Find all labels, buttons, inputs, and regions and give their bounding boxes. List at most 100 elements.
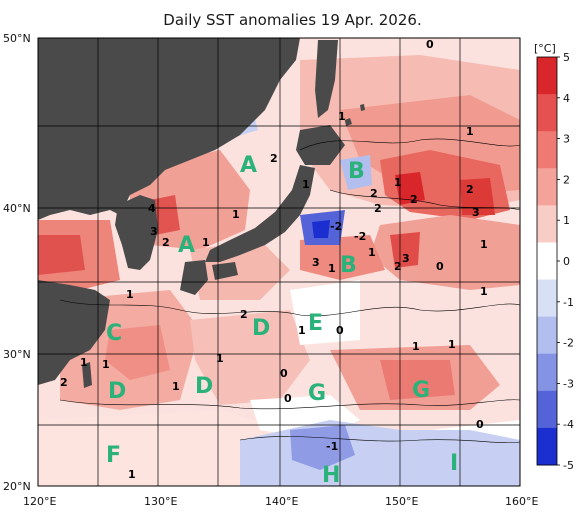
anomaly-label: 2 (394, 260, 402, 273)
colorbar-swatch (537, 168, 557, 206)
region-label-a-north: A (240, 153, 257, 178)
anomaly-label: 1 (466, 125, 474, 138)
anomaly-label: 2 (374, 202, 382, 215)
lon-label-140: 140°E (265, 495, 298, 508)
anomaly-label: 1 (448, 338, 456, 351)
lat-label-50: 50°N (3, 32, 31, 45)
colorbar-tick-label: 4 (563, 92, 570, 105)
anomaly-label: 1 (480, 285, 488, 298)
lon-label-130: 130°E (144, 495, 177, 508)
anomaly-label: 1 (394, 176, 402, 189)
colorbar-tick-label: -3 (563, 377, 574, 390)
region-label-f: F (106, 443, 121, 468)
region-label-b-south: B (340, 253, 357, 278)
anomaly-label: 1 (298, 324, 306, 337)
colorbar-swatch (537, 205, 557, 243)
region-label-i: I (450, 451, 458, 476)
region-label-e: E (308, 311, 323, 336)
colorbar-swatch (537, 242, 557, 281)
anomaly-label: -2 (330, 220, 342, 233)
anomaly-label: 0 (476, 418, 484, 431)
lat-label-20: 20°N (3, 480, 31, 493)
anomaly-label: 0 (426, 38, 434, 51)
lon-label-120: 120°E (23, 495, 56, 508)
anomaly-value-labels: 0 1 2 1 1 4 3 2 1 2 2 1 2 2 3 1 -2 -2 3 … (60, 38, 488, 481)
anomaly-label: -1 (326, 440, 338, 453)
region-label-c: C (106, 321, 122, 346)
colorbar-swatch (537, 94, 557, 132)
lon-label-160: 160°E (505, 495, 538, 508)
anomaly-label: 4 (148, 202, 156, 215)
colorbar-tick-label: 5 (563, 51, 570, 64)
anomaly-label: -2 (354, 230, 366, 243)
anomaly-label: 1 (338, 110, 346, 123)
anomaly-label: 1 (328, 262, 336, 275)
anomaly-label: 0 (284, 392, 292, 405)
lon-label-150: 150°E (385, 495, 418, 508)
land-masses (38, 38, 365, 388)
anomaly-label: 1 (202, 236, 210, 249)
lat-label-40: 40°N (3, 202, 31, 215)
region-label-b-north: B (348, 159, 365, 184)
map-plot-area (38, 38, 520, 486)
colorbar-swatch (537, 353, 557, 392)
anomaly-label: 2 (270, 152, 278, 165)
colorbar-tick-label: 2 (563, 173, 570, 186)
map-title: Daily SST anomalies 19 Apr. 2026. (163, 11, 422, 29)
anomaly-label: 2 (410, 193, 418, 206)
plot-frame (37, 37, 521, 487)
colorbar-swatch (537, 390, 557, 429)
colorbar-tick-label: -5 (563, 459, 574, 472)
colorbar-tick-label: -1 (563, 296, 574, 309)
colorbar-tick-label: -2 (563, 337, 574, 350)
anomaly-label: 2 (466, 183, 474, 196)
anomaly-label: 0 (436, 260, 444, 273)
anomaly-label: 1 (126, 288, 134, 301)
region-labels: A A B B C D D D E F G G H I (106, 153, 458, 488)
anomaly-label: 2 (162, 236, 170, 249)
colorbar-tick-labels: 5 4 3 2 1 0 -1 -2 -3 -4 -5 (557, 51, 574, 472)
colorbar-swatch (537, 57, 557, 95)
anomaly-label: 2 (370, 187, 378, 200)
region-label-d-east: D (195, 374, 213, 399)
anomaly-label: 1 (412, 340, 420, 353)
lon-tick-labels: 120°E 130°E 140°E 150°E 160°E (23, 495, 538, 508)
contour-lines (59, 138, 520, 444)
anomaly-label: 1 (172, 380, 180, 393)
anomaly-label: 2 (240, 308, 248, 321)
colorbar-tick-label: -4 (563, 418, 574, 431)
anomaly-label: 1 (480, 238, 488, 251)
colorbar-tick-label: 0 (563, 255, 570, 268)
colorbar-tick-label: 3 (563, 133, 570, 146)
colorbar-swatches (537, 57, 557, 466)
colorbar-swatch (537, 316, 557, 355)
anomaly-label: 1 (302, 178, 310, 191)
colorbar-swatch (537, 427, 557, 466)
region-label-g-east: G (412, 378, 430, 403)
anomaly-label: 0 (336, 324, 344, 337)
anomaly-label: 3 (472, 206, 480, 219)
anomaly-label: 1 (232, 208, 240, 221)
anomaly-label: 3 (402, 252, 410, 265)
colorbar-swatch (537, 131, 557, 169)
anomaly-label: 3 (150, 225, 158, 238)
colorbar-unit: [°C] (534, 42, 556, 55)
anomaly-label: 2 (60, 376, 68, 389)
colorbar-tick-label: 1 (563, 214, 570, 227)
region-label-g-west: G (308, 381, 326, 406)
lat-label-30: 30°N (3, 348, 31, 361)
region-label-d-west: D (108, 379, 126, 404)
anomaly-label: 1 (368, 246, 376, 259)
anomaly-label: 3 (312, 256, 320, 269)
anomaly-label: 1 (80, 356, 88, 369)
region-label-h: H (322, 463, 340, 488)
colorbar-swatch (537, 279, 557, 318)
anomaly-label: 1 (128, 468, 136, 481)
colorbar: [°C] 5 4 3 2 1 0 -1 -2 -3 -4 -5 (534, 42, 574, 472)
region-label-a-south: A (178, 233, 195, 258)
graticule (38, 38, 520, 486)
anomaly-label: 0 (280, 367, 288, 380)
lat-tick-labels: 50°N 40°N 30°N 20°N (3, 32, 31, 493)
anomaly-label: 1 (216, 352, 224, 365)
